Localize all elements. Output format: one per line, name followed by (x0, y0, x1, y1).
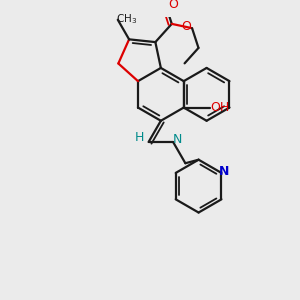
Text: CH$_3$: CH$_3$ (116, 12, 137, 26)
Text: O: O (182, 20, 191, 33)
Text: N: N (219, 166, 230, 178)
Text: O: O (168, 0, 178, 11)
Text: N: N (173, 133, 182, 146)
Text: H: H (134, 131, 144, 144)
Text: OH: OH (210, 101, 229, 114)
